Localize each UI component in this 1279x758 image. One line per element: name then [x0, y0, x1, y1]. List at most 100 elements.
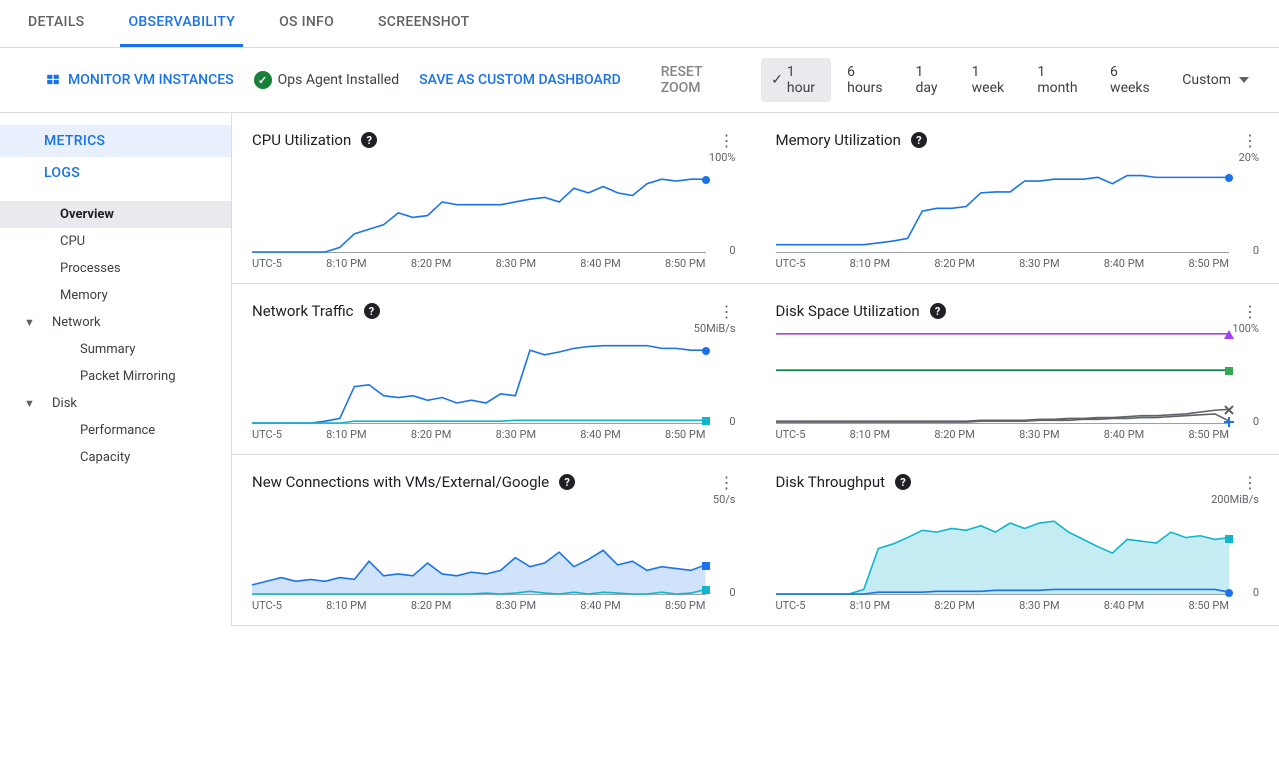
x-axis-tick: 8:20 PM: [934, 257, 974, 275]
reset-zoom-button[interactable]: RESET ZOOM: [661, 64, 741, 96]
help-icon[interactable]: ?: [895, 474, 911, 490]
tree-item-summary[interactable]: Summary: [0, 336, 231, 363]
x-axis-tick: 8:30 PM: [1019, 599, 1059, 617]
monitor-link[interactable]: MONITOR VM INSTANCES: [44, 72, 234, 88]
chart-menu-button[interactable]: ⋮: [719, 473, 736, 492]
range-custom[interactable]: Custom: [1172, 66, 1259, 94]
agent-status: ✓ Ops Agent Installed: [254, 71, 399, 89]
chart-disk-throughput: Disk Throughput?⋮200MiB/s0UTC-58:10 PM8:…: [756, 455, 1279, 625]
help-icon[interactable]: ?: [559, 474, 575, 490]
x-axis-tick: UTC-5: [252, 428, 282, 446]
y-axis-top-label: 20%: [1239, 151, 1259, 164]
x-axis: UTC-58:10 PM8:20 PM8:30 PM8:40 PM8:50 PM: [252, 428, 706, 446]
x-axis-tick: 8:40 PM: [580, 599, 620, 617]
x-axis-tick: 8:10 PM: [850, 257, 890, 275]
range-1-hour[interactable]: ✓1 hour: [761, 58, 831, 102]
range-label: Custom: [1182, 72, 1231, 88]
tree-item-network[interactable]: ▼Network: [0, 309, 231, 336]
y-axis-bottom-label: 0: [1253, 586, 1259, 599]
x-axis-tick: UTC-5: [776, 257, 806, 275]
tree-item-label: Packet Mirroring: [72, 369, 176, 384]
x-axis-tick: 8:20 PM: [411, 257, 451, 275]
tree-item-overview[interactable]: Overview: [0, 201, 231, 228]
monitor-icon: [44, 73, 62, 87]
check-icon: ✓: [254, 71, 272, 89]
help-icon[interactable]: ?: [911, 132, 927, 148]
range-6-weeks[interactable]: 6 weeks: [1100, 58, 1166, 102]
x-axis-tick: 8:30 PM: [496, 257, 536, 275]
chart-plot[interactable]: [776, 161, 1230, 253]
series-end-marker: [1224, 404, 1234, 414]
help-icon[interactable]: ?: [364, 303, 380, 319]
x-axis-tick: 8:10 PM: [326, 599, 366, 617]
x-axis-tick: 8:40 PM: [1104, 257, 1144, 275]
tree-item-packet-mirroring[interactable]: Packet Mirroring: [0, 363, 231, 390]
range-label: 6 weeks: [1110, 64, 1156, 96]
x-axis-tick: 8:10 PM: [326, 257, 366, 275]
chart-new-connections-with-vms-external-google: New Connections with VMs/External/Google…: [232, 455, 756, 625]
series-end-marker: [1224, 172, 1234, 182]
chart-menu-button[interactable]: ⋮: [1242, 302, 1259, 321]
chart-cpu-utilization: CPU Utilization?⋮100%0UTC-58:10 PM8:20 P…: [232, 113, 756, 283]
tree-item-label: Performance: [72, 423, 155, 438]
chart-menu-button[interactable]: ⋮: [719, 302, 736, 321]
x-axis-tick: 8:20 PM: [934, 599, 974, 617]
series-end-marker: [1224, 587, 1234, 597]
x-axis: UTC-58:10 PM8:20 PM8:30 PM8:40 PM8:50 PM: [776, 599, 1230, 617]
series-end-marker: [1224, 533, 1234, 543]
tree-item-performance[interactable]: Performance: [0, 417, 231, 444]
series-end-marker: [701, 415, 711, 425]
chart-plot[interactable]: [252, 503, 706, 595]
chart-menu-button[interactable]: ⋮: [719, 131, 736, 150]
x-axis-tick: 8:30 PM: [1019, 428, 1059, 446]
chart-plot[interactable]: [776, 503, 1230, 595]
range-6-hours[interactable]: 6 hours: [837, 58, 899, 102]
save-dashboard-link[interactable]: SAVE AS CUSTOM DASHBOARD: [419, 72, 621, 88]
x-axis-tick: 8:20 PM: [411, 428, 451, 446]
chart-plot[interactable]: [776, 332, 1230, 424]
agent-status-label: Ops Agent Installed: [278, 72, 399, 88]
chart-title: CPU Utilization: [252, 131, 351, 149]
x-axis-tick: 8:50 PM: [665, 599, 705, 617]
sidebar-logs[interactable]: LOGS: [0, 157, 231, 189]
range-1-day[interactable]: 1 day: [905, 58, 955, 102]
range-1-week[interactable]: 1 week: [962, 58, 1022, 102]
chart-menu-button[interactable]: ⋮: [1242, 473, 1259, 492]
x-axis-tick: 8:30 PM: [496, 599, 536, 617]
chart-title: New Connections with VMs/External/Google: [252, 473, 549, 491]
x-axis-tick: 8:20 PM: [934, 428, 974, 446]
sidebar-metrics[interactable]: METRICS: [0, 125, 231, 157]
tab-details[interactable]: DETAILS: [20, 0, 92, 47]
tree-item-label: Disk: [44, 396, 77, 411]
tab-observability[interactable]: OBSERVABILITY: [120, 0, 243, 47]
range-label: 1 week: [972, 64, 1012, 96]
tree-item-label: Overview: [52, 207, 114, 222]
y-axis-top-label: 100%: [709, 151, 736, 164]
series-end-marker: [1224, 365, 1234, 375]
chart-menu-button[interactable]: ⋮: [1242, 131, 1259, 150]
tree-item-processes[interactable]: Processes: [0, 255, 231, 282]
tree-item-capacity[interactable]: Capacity: [0, 444, 231, 471]
series-end-marker: [1224, 416, 1234, 426]
chart-plot[interactable]: [252, 332, 706, 424]
x-axis-tick: 8:10 PM: [326, 428, 366, 446]
tree-item-memory[interactable]: Memory: [0, 282, 231, 309]
chart-plot[interactable]: [252, 161, 706, 253]
x-axis-tick: 8:50 PM: [1188, 428, 1228, 446]
x-axis-tick: 8:30 PM: [496, 428, 536, 446]
range-label: 1 month: [1037, 64, 1084, 96]
tab-screenshot[interactable]: SCREENSHOT: [370, 0, 477, 47]
x-axis: UTC-58:10 PM8:20 PM8:30 PM8:40 PM8:50 PM: [776, 428, 1230, 446]
series-end-marker: [701, 174, 711, 184]
x-axis: UTC-58:10 PM8:20 PM8:30 PM8:40 PM8:50 PM: [252, 599, 706, 617]
help-icon[interactable]: ?: [930, 303, 946, 319]
chart-disk-space-utilization: Disk Space Utilization?⋮100%0UTC-58:10 P…: [756, 284, 1279, 454]
tree-item-cpu[interactable]: CPU: [0, 228, 231, 255]
check-icon: ✓: [771, 72, 783, 88]
range-1-month[interactable]: 1 month: [1027, 58, 1094, 102]
tree-item-disk[interactable]: ▼Disk: [0, 390, 231, 417]
tab-os-info[interactable]: OS INFO: [271, 0, 342, 47]
help-icon[interactable]: ?: [361, 132, 377, 148]
x-axis-tick: 8:50 PM: [1188, 599, 1228, 617]
x-axis-tick: 8:50 PM: [665, 428, 705, 446]
